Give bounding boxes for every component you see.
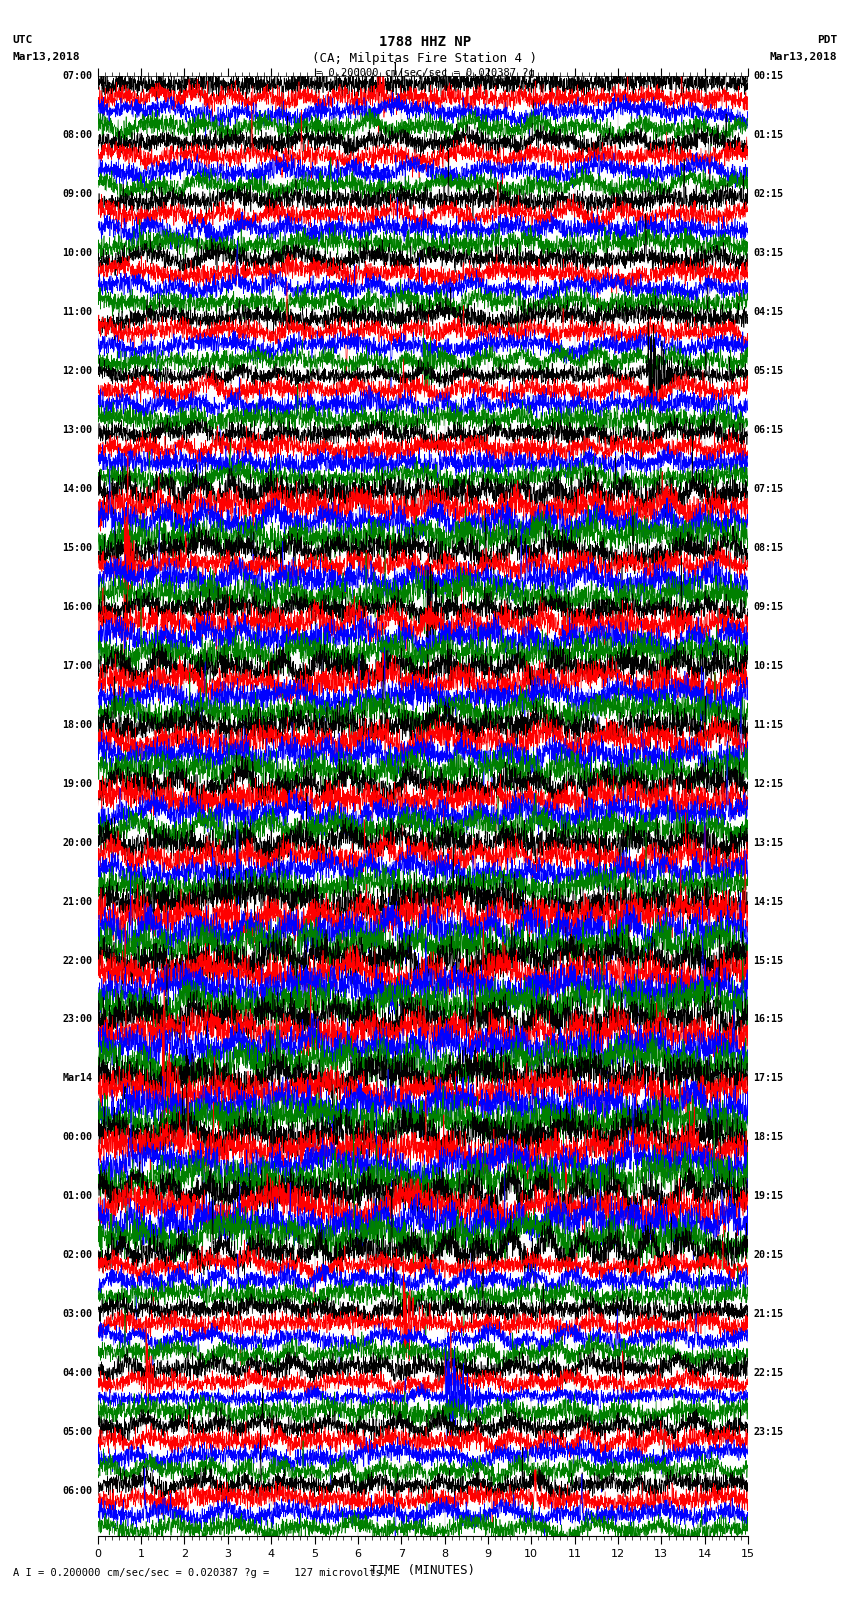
Text: 20:00: 20:00	[62, 837, 92, 847]
Text: 22:00: 22:00	[62, 955, 92, 966]
Text: 10:15: 10:15	[754, 661, 784, 671]
Text: 09:00: 09:00	[62, 189, 92, 198]
Text: 23:15: 23:15	[754, 1428, 784, 1437]
Text: 1788 HHZ NP: 1788 HHZ NP	[379, 35, 471, 50]
Text: 02:00: 02:00	[62, 1250, 92, 1260]
Text: (CA; Milpitas Fire Station 4 ): (CA; Milpitas Fire Station 4 )	[313, 52, 537, 65]
Text: 04:00: 04:00	[62, 1368, 92, 1379]
Text: 13:00: 13:00	[62, 424, 92, 434]
Text: 23:00: 23:00	[62, 1015, 92, 1024]
Text: 07:15: 07:15	[754, 484, 784, 494]
Text: 08:00: 08:00	[62, 129, 92, 140]
Text: 03:00: 03:00	[62, 1310, 92, 1319]
Text: 21:15: 21:15	[754, 1310, 784, 1319]
Text: 14:15: 14:15	[754, 897, 784, 907]
Text: 11:00: 11:00	[62, 306, 92, 316]
Text: 00:15: 00:15	[754, 71, 784, 81]
Text: 02:15: 02:15	[754, 189, 784, 198]
Text: 22:15: 22:15	[754, 1368, 784, 1379]
Text: 19:00: 19:00	[62, 779, 92, 789]
Text: 15:15: 15:15	[754, 955, 784, 966]
X-axis label: TIME (MINUTES): TIME (MINUTES)	[371, 1565, 475, 1578]
Text: 18:00: 18:00	[62, 719, 92, 729]
Text: 01:00: 01:00	[62, 1192, 92, 1202]
Text: PDT: PDT	[817, 35, 837, 45]
Text: 18:15: 18:15	[754, 1132, 784, 1142]
Text: 06:15: 06:15	[754, 424, 784, 434]
Text: Mar14: Mar14	[62, 1074, 92, 1084]
Text: A I = 0.200000 cm/sec/sec = 0.020387 ?g =    127 microvolts.: A I = 0.200000 cm/sec/sec = 0.020387 ?g …	[13, 1568, 388, 1578]
Text: 05:00: 05:00	[62, 1428, 92, 1437]
Text: 17:15: 17:15	[754, 1074, 784, 1084]
Text: 20:15: 20:15	[754, 1250, 784, 1260]
Text: 10:00: 10:00	[62, 248, 92, 258]
Text: 11:15: 11:15	[754, 719, 784, 729]
Text: 12:15: 12:15	[754, 779, 784, 789]
Text: Mar13,2018: Mar13,2018	[13, 52, 80, 61]
Text: UTC: UTC	[13, 35, 33, 45]
Text: 05:15: 05:15	[754, 366, 784, 376]
Text: 08:15: 08:15	[754, 542, 784, 553]
Text: 00:00: 00:00	[62, 1132, 92, 1142]
Text: 16:00: 16:00	[62, 602, 92, 611]
Text: 21:00: 21:00	[62, 897, 92, 907]
Text: 06:00: 06:00	[62, 1486, 92, 1497]
Text: 16:15: 16:15	[754, 1015, 784, 1024]
Text: 14:00: 14:00	[62, 484, 92, 494]
Text: 07:00: 07:00	[62, 71, 92, 81]
Text: = 0.200000 cm/sec/sec = 0.020387 ?g: = 0.200000 cm/sec/sec = 0.020387 ?g	[315, 68, 535, 77]
Text: 19:15: 19:15	[754, 1192, 784, 1202]
Text: 01:15: 01:15	[754, 129, 784, 140]
Text: 17:00: 17:00	[62, 661, 92, 671]
Text: 09:15: 09:15	[754, 602, 784, 611]
Text: 04:15: 04:15	[754, 306, 784, 316]
Text: 15:00: 15:00	[62, 542, 92, 553]
Text: 03:15: 03:15	[754, 248, 784, 258]
Text: 13:15: 13:15	[754, 837, 784, 847]
Text: Mar13,2018: Mar13,2018	[770, 52, 837, 61]
Text: 12:00: 12:00	[62, 366, 92, 376]
